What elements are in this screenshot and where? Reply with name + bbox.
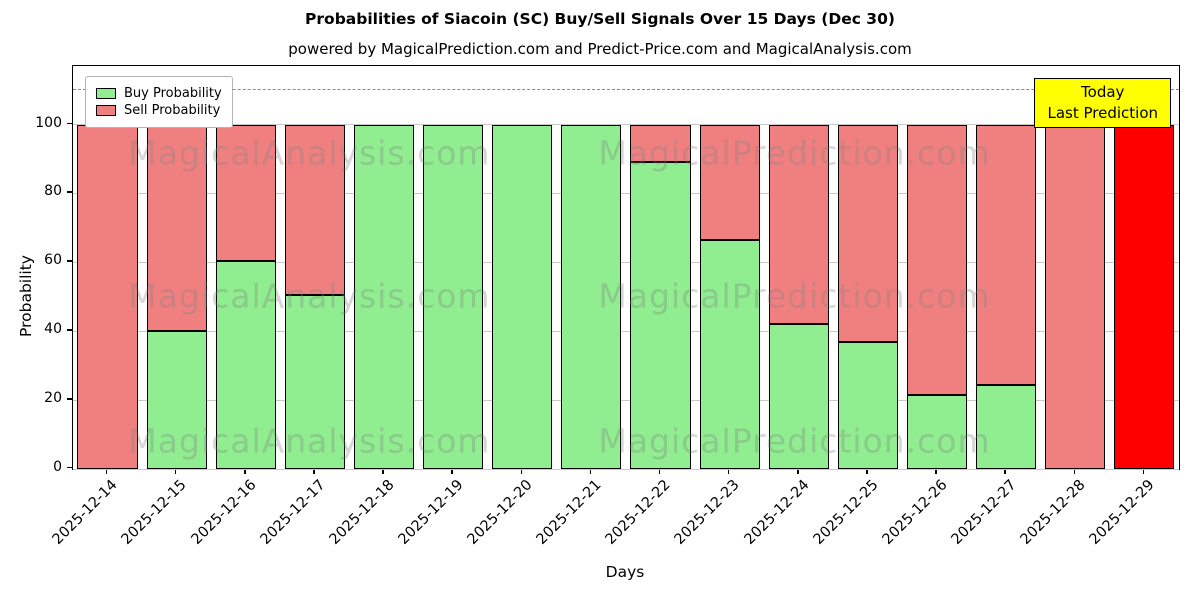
x-tick-label: 2025-12-15 xyxy=(119,477,191,548)
x-tick-mark xyxy=(935,469,937,474)
y-tick-mark xyxy=(67,122,72,124)
watermark-text: MagicalPrediction.com xyxy=(598,133,991,173)
x-tick-label: 2025-12-24 xyxy=(741,477,813,548)
y-tick-mark xyxy=(67,467,72,469)
bar-buy-segment xyxy=(492,124,553,469)
legend-sell-label: Sell Probability xyxy=(124,103,221,118)
y-tick-mark xyxy=(67,398,72,400)
bar-buy-segment xyxy=(906,394,968,469)
bar-buy-segment xyxy=(353,124,415,469)
annotation-line-1: Today xyxy=(1081,83,1125,101)
x-tick-label: 2025-12-29 xyxy=(1086,477,1158,548)
x-tick-mark xyxy=(382,469,384,474)
plot-area: Buy Probability Sell Probability Today L… xyxy=(72,65,1180,470)
dashed-reference-line xyxy=(73,89,1179,91)
bar-buy-segment xyxy=(768,324,829,469)
x-tick-mark xyxy=(244,469,246,474)
x-tick-mark xyxy=(1004,469,1006,474)
x-tick-mark xyxy=(658,469,661,474)
legend-buy-swatch xyxy=(96,88,116,99)
x-tick-mark xyxy=(589,469,592,474)
watermark-text: MagicalAnalysis.com xyxy=(128,276,491,316)
x-tick-label: 2025-12-18 xyxy=(326,477,398,548)
gridline xyxy=(73,192,1179,194)
x-tick-label: 2025-12-22 xyxy=(602,477,674,548)
bar-buy-segment xyxy=(976,384,1037,469)
watermark-text: MagicalPrediction.com xyxy=(598,421,991,461)
bar-buy-segment xyxy=(146,331,207,469)
x-tick-label: 2025-12-16 xyxy=(188,477,260,548)
x-tick-label: 2025-12-19 xyxy=(395,477,467,548)
watermark-text: MagicalAnalysis.com xyxy=(128,421,491,461)
y-tick-mark xyxy=(67,191,72,193)
y-tick-mark xyxy=(67,329,72,331)
y-tick-mark xyxy=(67,260,72,262)
legend-entry-buy: Buy Probability xyxy=(96,86,222,101)
y-tick-label: 100 xyxy=(35,114,62,131)
x-axis-label: Days xyxy=(605,563,645,581)
bar-sell-segment xyxy=(906,124,968,395)
gridline xyxy=(73,399,1179,401)
legend-entry-sell: Sell Probability xyxy=(96,103,222,118)
x-tick-mark xyxy=(174,469,177,474)
watermark-text: MagicalPrediction.com xyxy=(598,276,991,316)
x-tick-label: 2025-12-25 xyxy=(810,477,882,548)
today-annotation: Today Last Prediction xyxy=(1034,78,1171,128)
x-tick-label: 2025-12-14 xyxy=(49,477,121,548)
y-tick-label: 60 xyxy=(44,252,62,269)
bar-sell-segment xyxy=(768,124,829,325)
bar-sell-segment xyxy=(699,124,760,240)
y-tick-label: 0 xyxy=(53,459,62,475)
bar-buy-segment xyxy=(837,341,898,469)
x-tick-mark xyxy=(1073,469,1075,474)
bar-buy-segment xyxy=(284,295,345,469)
x-tick-mark xyxy=(866,469,868,474)
x-tick-label: 2025-12-27 xyxy=(948,477,1020,548)
gridline xyxy=(73,468,1179,470)
bar-buy-segment xyxy=(699,239,760,469)
x-tick-label: 2025-12-21 xyxy=(533,477,605,548)
bar-sell-segment xyxy=(976,124,1037,385)
legend-sell-swatch xyxy=(96,105,116,116)
x-tick-label: 2025-12-23 xyxy=(672,477,744,548)
x-tick-mark xyxy=(105,469,108,474)
bar-buy-segment xyxy=(215,260,276,469)
x-tick-mark xyxy=(313,469,315,474)
annotation-line-2: Last Prediction xyxy=(1047,104,1158,122)
gridline xyxy=(73,124,1179,126)
bar-buy-segment xyxy=(423,124,484,469)
x-tick-mark xyxy=(1142,469,1145,474)
x-tick-label: 2025-12-28 xyxy=(1017,477,1089,548)
bar-sell-segment xyxy=(1045,124,1106,469)
bar-sell-segment xyxy=(1114,124,1175,469)
legend-buy-label: Buy Probability xyxy=(124,86,222,101)
x-tick-mark xyxy=(727,469,730,474)
bar-buy-segment xyxy=(630,162,691,469)
bar-sell-segment xyxy=(215,124,276,261)
x-tick-label: 2025-12-26 xyxy=(879,477,951,548)
y-tick-label: 40 xyxy=(44,321,62,338)
x-tick-mark xyxy=(797,469,799,474)
watermark-text: MagicalAnalysis.com xyxy=(128,133,491,173)
x-tick-label: 2025-12-17 xyxy=(257,477,329,548)
bar-buy-segment xyxy=(561,124,622,469)
y-tick-label: 80 xyxy=(44,183,62,200)
x-tick-mark xyxy=(451,469,453,474)
y-tick-label: 20 xyxy=(44,390,62,407)
chart-subtitle: powered by MagicalPrediction.com and Pre… xyxy=(288,40,912,58)
x-tick-mark xyxy=(520,469,522,474)
bar-sell-segment xyxy=(284,124,345,296)
legend: Buy Probability Sell Probability xyxy=(85,76,233,128)
gridline xyxy=(73,261,1179,263)
gridline xyxy=(73,330,1179,332)
bar-sell-segment xyxy=(837,124,898,342)
x-tick-label: 2025-12-20 xyxy=(464,477,536,548)
bar-sell-segment xyxy=(630,124,691,163)
chart-title: Probabilities of Siacoin (SC) Buy/Sell S… xyxy=(305,10,895,28)
